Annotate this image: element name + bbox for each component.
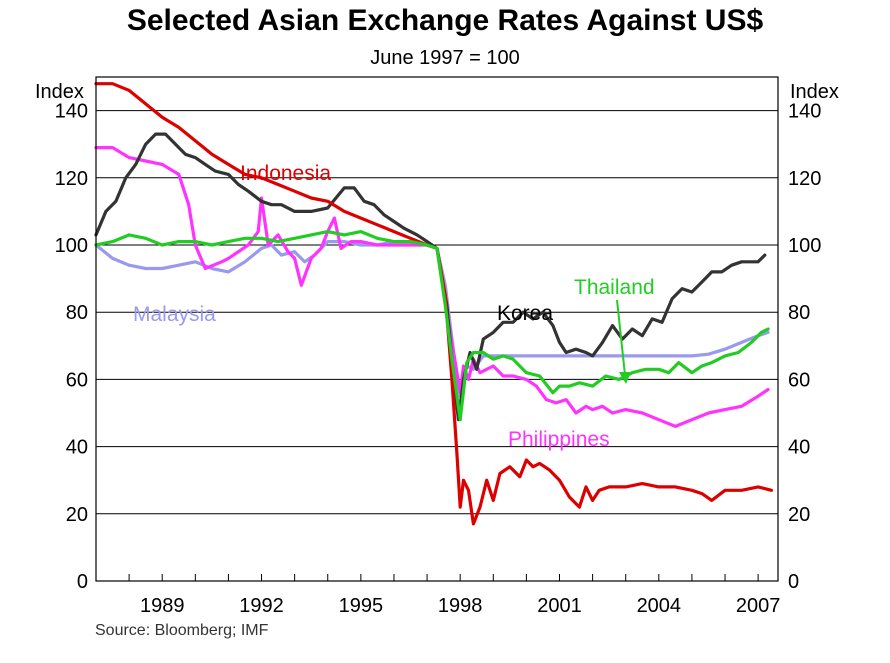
y-tick-label-left: 140 (55, 101, 88, 123)
series-label-philippines: Philippines (508, 428, 610, 451)
y-tick-label-left: 0 (77, 571, 88, 593)
y-tick-label-right: 140 (788, 101, 821, 123)
y-tick-label-left: 120 (55, 168, 88, 190)
chart-subtitle: June 1997 = 100 (370, 47, 520, 69)
y-tick-label-right: 80 (788, 302, 810, 324)
chart-title: Selected Asian Exchange Rates Against US… (126, 4, 764, 37)
x-tick-label: 2001 (537, 595, 582, 617)
y-tick-label-right: 100 (788, 235, 821, 257)
y-tick-label-right: 0 (788, 571, 799, 593)
series-labels: Indonesia Malaysia Korea Thailand Philippine… (133, 162, 655, 451)
y-axis-unit-left: Index (35, 81, 84, 103)
series-label-indonesia: Indonesia (240, 162, 331, 185)
series-line-philippines (94, 146, 770, 428)
series-label-thailand: Thailand (574, 276, 655, 299)
y-tick-label-left: 20 (66, 504, 88, 526)
y-tick-label-right: 120 (788, 168, 821, 190)
y-tick-label-left: 40 (66, 437, 88, 459)
y-tick-label-left: 80 (66, 302, 88, 324)
x-tick-label: 1989 (140, 595, 185, 617)
series-label-malaysia: Malaysia (133, 303, 216, 326)
series-label-korea: Korea (497, 302, 553, 325)
y-tick-label-left: 100 (55, 235, 88, 257)
series-line-thailand (94, 230, 770, 422)
y-tick-label-right: 40 (788, 437, 810, 459)
x-tick-label: 1992 (239, 595, 284, 617)
x-tick-label: 2007 (736, 595, 781, 617)
source-note: Source: Bloomberg; IMF (95, 622, 269, 639)
series-lines (94, 82, 774, 526)
axis-ticks: 0 0 20 20 40 40 60 60 80 80 100 100 120 120 140 140 1989… (55, 101, 822, 617)
plot-frame (95, 76, 779, 582)
x-tick-label: 2004 (637, 595, 682, 617)
y-tick-label-right: 60 (788, 369, 810, 391)
y-tick-label-left: 60 (66, 369, 88, 391)
thailand-pointer (616, 299, 626, 376)
thailand-pointer-arrowhead (619, 372, 631, 384)
x-tick-label: 1998 (438, 595, 483, 617)
y-axis-unit-right: Index (790, 81, 839, 103)
y-tick-label-right: 20 (788, 504, 810, 526)
series-line-indonesia (94, 82, 774, 526)
series-line-korea (94, 132, 767, 422)
x-tick-label: 1995 (339, 595, 384, 617)
